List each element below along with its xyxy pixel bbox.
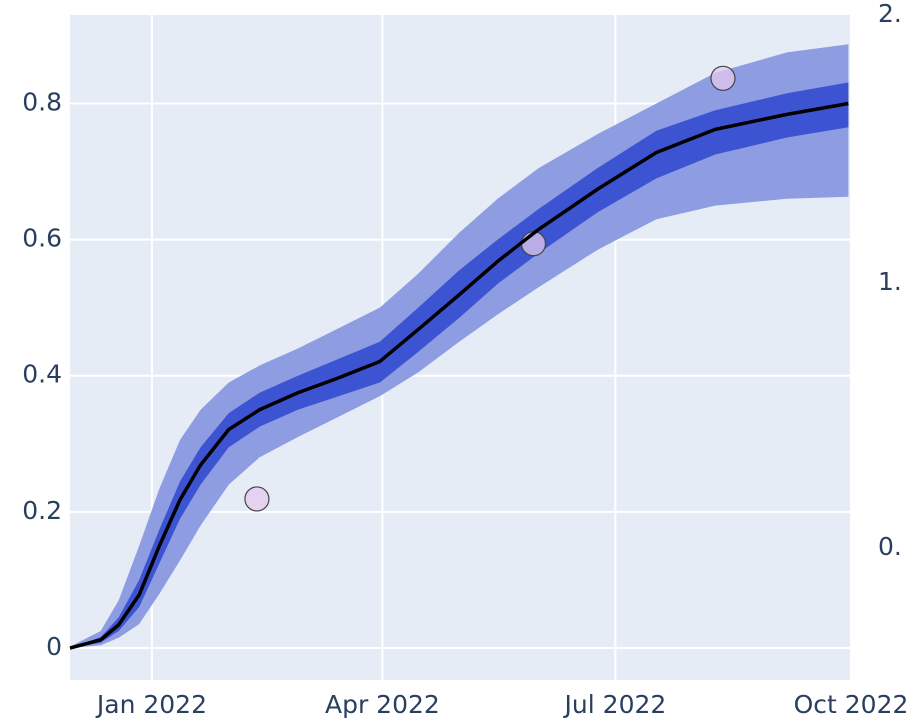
y-tick-label: 0.4	[22, 360, 62, 389]
x-tick-label: Apr 2022	[325, 690, 440, 719]
observed-point	[244, 486, 270, 512]
y-tick-label: 0.6	[22, 224, 62, 253]
y-tick-label: 0	[46, 632, 62, 661]
y-tick-label: 0.2	[22, 496, 62, 525]
observed-point	[710, 65, 736, 91]
right-axis-label: 1.	[878, 267, 902, 296]
x-tick-label: Oct 2022	[794, 690, 909, 719]
right-axis-label: 2.	[878, 0, 902, 28]
band	[70, 44, 849, 649]
y-tick-label: 0.8	[22, 87, 62, 116]
x-tick-label: Jan 2022	[95, 690, 207, 719]
right-axis-label: 0.	[878, 532, 902, 561]
x-tick-label: Jul 2022	[563, 690, 667, 719]
band	[70, 82, 849, 649]
median-line	[69, 101, 849, 650]
